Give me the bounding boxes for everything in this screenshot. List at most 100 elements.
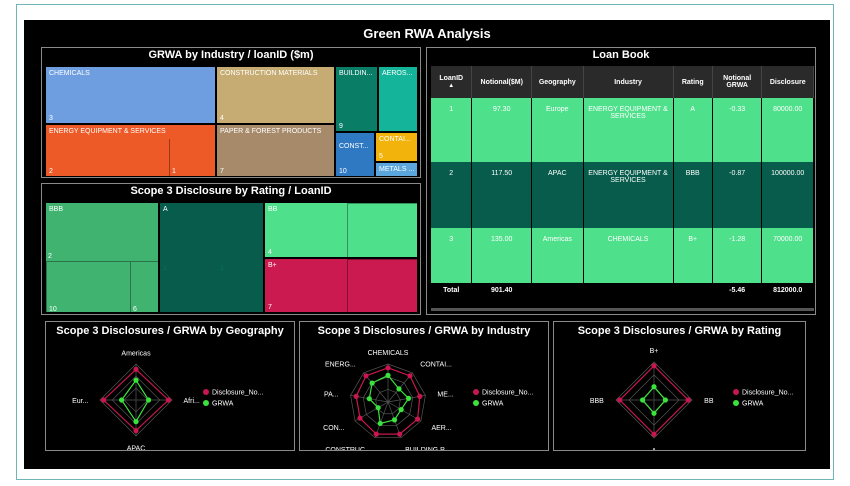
radar-category-label: Eur... [72,398,88,405]
column-header[interactable]: Rating [673,66,713,98]
radar-category-label: Americas [121,350,151,357]
treemap-tile[interactable]: AEROS... [378,66,418,132]
treemap-tile[interactable]: CONTAI... 5 [375,132,418,162]
treemap-industry: CHEMICALS 3 CONSTRUCTION MATERIALS 4 BUI… [45,66,418,177]
radar-point [375,405,381,411]
column-header[interactable]: Disclosure [761,66,814,98]
radar-point [617,397,623,403]
radar-point [133,419,139,425]
column-header[interactable]: LoanID ▲ [431,66,473,98]
treemap-tile[interactable]: A 1 1 [159,202,264,313]
radar-industry-title: Scope 3 Disclosures / GRWA by Industry [317,325,531,337]
legend-marker [733,400,739,406]
radar-point [369,380,375,386]
treemap-tile[interactable]: CHEMICALS 3 [45,66,216,124]
radar-point [651,384,657,390]
radar-industry-panel: Scope 3 Disclosures / GRWA by Industry C… [299,321,549,451]
radar-point [363,373,369,379]
legend-marker [733,389,739,395]
loan-book-table: LoanID ▲ Notional($M) Geography Industry … [431,66,814,302]
radar-geography-panel: Scope 3 Disclosures / GRWA by Geography … [45,321,295,451]
table-row[interactable]: 2 117.50 APAC ENERGY EQUIPMENT & SERVICES BB… [431,162,814,228]
column-header[interactable]: Industry [583,66,674,98]
treemap-rating: BBB 2 10 6 A 1 1 BB 4 8 B+ 7 3 [45,202,418,313]
radar-point [119,397,125,403]
radar-category-label: APAC [127,446,146,450]
radar-point [133,366,139,372]
dashboard-canvas: Green RWA Analysis GRWA by Industry / lo… [24,20,830,469]
radar-category-label: BB [704,398,714,405]
radar-grid-ring [350,363,426,439]
radar-category-label: CHEMICALS [368,350,409,357]
radar-category-label: ME... [437,391,453,398]
table-scrollbar[interactable] [431,308,814,311]
sort-ascending-icon[interactable]: ▲ [448,83,455,89]
column-header[interactable]: Notional GRWA [712,66,763,98]
radar-point [417,393,423,399]
radar-point [391,417,398,423]
treemap-tile[interactable]: B+ 7 3 [264,258,418,313]
legend-marker [203,389,209,395]
radar-point [651,431,657,437]
radar-geography-title: Scope 3 Disclosures / GRWA by Geography [56,325,284,337]
radar-point [357,415,363,421]
radar-point [101,397,107,403]
treemap-tile[interactable]: CONSTRUCTION MATERIALS 4 [216,66,335,124]
column-header[interactable]: Notional($M) [471,66,533,98]
treemap-tile[interactable]: BB 4 8 [264,202,418,258]
treemap-tile[interactable]: CONST... 10 [335,132,375,177]
radar-point [398,407,404,413]
treemap-tile[interactable]: PAPER & FOREST PRODUCTS 7 [216,124,335,177]
radar-point [385,365,391,371]
loan-book-title: Loan Book [592,49,650,61]
radar-point [146,397,152,403]
table-row[interactable]: 3 135.00 Americas CHEMICALS B+ -1.28 70000.00 [431,228,814,283]
legend-label: Disclosure_No... [212,390,263,397]
treemap-tile[interactable]: BUILDIN... 9 [335,66,378,132]
radar-category-label: Afri... [184,398,200,405]
radar-point [651,410,657,416]
radar-rating-panel: Scope 3 Disclosures / GRWA by Rating B+ B… [553,321,806,451]
radar-category-label: CONTAI... [420,362,452,369]
table-row[interactable]: 1 97.30 Europe ENERGY EQUIPMENT & SERVICES A… [431,98,814,162]
radar-point [377,420,383,427]
treemap-industry-panel: GRWA by Industry / loanID ($m) CHEMICALS… [41,47,421,178]
treemap-rating-panel: Scope 3 Disclosure by Rating / LoanID BB… [41,183,421,315]
radar-category-label: CON... [323,425,344,432]
radar-point [405,395,412,401]
dashboard-title: Green RWA Analysis [363,26,491,41]
radar-category-label: CONSTRUC... [325,447,371,450]
treemap-tile[interactable]: METALS ... [375,162,418,177]
radar-category-label: AER... [431,425,451,432]
radar-point [397,431,403,437]
radar-point [373,431,379,437]
radar-point [133,377,139,383]
radar-category-label: BBB [590,398,604,405]
legend-marker [473,389,479,395]
radar-point [133,428,139,434]
radar-series-line [368,374,410,425]
legend-marker [203,400,209,406]
treemap-rating-title: Scope 3 Disclosure by Rating / LoanID [130,185,332,197]
column-header[interactable]: Geography [531,66,584,98]
treemap-tile[interactable]: BBB 2 10 6 [45,202,159,313]
treemap-tile[interactable]: ENERGY EQUIPMENT & SERVICES 2 1 [45,124,216,177]
radar-point [685,397,691,403]
radar-category-label: B+ [650,348,659,355]
radar-category-label: A [652,448,657,450]
loan-book-panel: Loan Book LoanID ▲ Notional($M) Geography… [426,47,816,315]
radar-grid-ring [375,389,401,415]
radar-point [407,373,413,379]
radar-category-label: ENERG... [325,362,356,369]
legend-label: Disclosure_No... [482,390,533,397]
radar-point [366,396,372,402]
radar-point [396,386,402,392]
radar-geography-chart: Americas Afri... APAC Eur... Disclosure_No..… [72,350,263,450]
radar-point [651,363,657,369]
radar-rating-chart: B+ BB A BBB Disclosure_No... GRWA [590,348,794,450]
radar-point [385,372,391,378]
legend-label: GRWA [482,401,504,408]
legend-marker [473,400,479,406]
radar-rating-title: Scope 3 Disclosures / GRWA by Rating [577,325,782,337]
radar-point [353,393,359,399]
